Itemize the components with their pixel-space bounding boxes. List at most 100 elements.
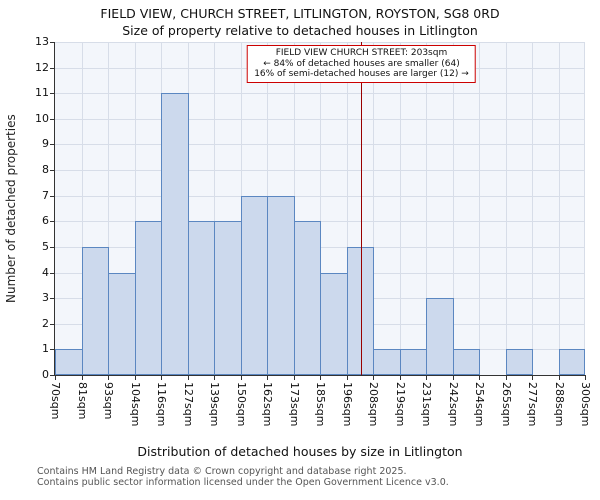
v-gridline: [559, 42, 560, 375]
y-tick-mark: [50, 144, 55, 145]
x-tick-mark: [559, 376, 560, 380]
v-gridline: [347, 42, 348, 375]
y-tick-label: 13: [35, 35, 49, 48]
y-tick-mark: [50, 247, 55, 248]
y-tick-label: 11: [35, 86, 49, 99]
y-tick-mark: [50, 93, 55, 94]
v-gridline: [479, 42, 480, 375]
y-tick-label: 1: [42, 342, 49, 355]
x-tick-mark: [585, 376, 586, 380]
x-tick-mark: [426, 376, 427, 380]
v-gridline: [584, 42, 585, 375]
v-gridline: [532, 42, 533, 375]
x-tick-label: 127sqm: [182, 382, 195, 427]
bar: [108, 273, 136, 375]
x-tick-label: 196sqm: [341, 382, 354, 427]
y-tick-label: 7: [42, 189, 49, 202]
x-tick-label: 242sqm: [447, 382, 460, 427]
y-tick-mark: [50, 324, 55, 325]
x-tick-mark: [294, 376, 295, 380]
chart-title-block: FIELD VIEW, CHURCH STREET, LITLINGTON, R…: [0, 5, 600, 39]
annotation-box: FIELD VIEW CHURCH STREET: 203sqm ← 84% o…: [247, 45, 476, 83]
bar: [82, 247, 109, 375]
x-tick-label: 277sqm: [526, 382, 539, 427]
footer-attribution-2: Contains public sector information licen…: [37, 477, 449, 488]
v-gridline: [426, 42, 427, 375]
x-tick-mark: [320, 376, 321, 380]
x-tick-label: 231sqm: [420, 382, 433, 427]
y-tick-label: 8: [42, 163, 49, 176]
y-tick-label: 2: [42, 317, 49, 330]
annotation-larger-stat: 16% of semi-detached houses are larger (…: [254, 69, 469, 79]
footer: Contains HM Land Registry data © Crown c…: [37, 466, 449, 488]
y-tick-label: 0: [42, 368, 49, 381]
v-gridline: [400, 42, 401, 375]
x-tick-mark: [479, 376, 480, 380]
bar: [506, 349, 533, 375]
y-tick-mark: [50, 375, 55, 376]
bar: [426, 298, 454, 375]
bar: [241, 196, 268, 375]
y-axis-title: Number of detached properties: [4, 114, 18, 303]
x-tick-label: 219sqm: [394, 382, 407, 427]
x-tick-label: 116sqm: [155, 382, 168, 427]
v-gridline: [108, 42, 109, 375]
bar: [188, 221, 215, 375]
x-tick-mark: [135, 376, 136, 380]
x-tick-label: 139sqm: [208, 382, 221, 427]
y-tick-mark: [50, 273, 55, 274]
v-gridline: [453, 42, 454, 375]
y-tick-mark: [50, 196, 55, 197]
bar: [559, 349, 585, 375]
x-tick-mark: [506, 376, 507, 380]
bar: [267, 196, 295, 375]
x-tick-mark: [82, 376, 83, 380]
x-tick-mark: [532, 376, 533, 380]
x-tick-label: 173sqm: [288, 382, 301, 427]
x-tick-mark: [161, 376, 162, 380]
bar: [294, 221, 321, 375]
y-tick-label: 3: [42, 291, 49, 304]
annotation-smaller-stat: ← 84% of detached houses are smaller (64…: [263, 58, 460, 69]
y-tick-mark: [50, 42, 55, 43]
x-tick-label: 150sqm: [235, 382, 248, 427]
bar: [373, 349, 401, 375]
footer-attribution-1: Contains HM Land Registry data © Crown c…: [37, 466, 407, 477]
x-axis-title: Distribution of detached houses by size …: [137, 444, 463, 459]
chart-title: FIELD VIEW, CHURCH STREET, LITLINGTON, R…: [100, 6, 500, 21]
v-gridline: [506, 42, 507, 375]
x-tick-mark: [400, 376, 401, 380]
y-tick-mark: [50, 119, 55, 120]
bar: [55, 349, 83, 375]
x-tick-mark: [373, 376, 374, 380]
y-tick-label: 12: [35, 61, 49, 74]
x-tick-label: 70sqm: [49, 382, 62, 420]
bar: [453, 349, 480, 375]
y-tick-label: 9: [42, 137, 49, 150]
plot-area: [55, 42, 585, 375]
bar: [161, 93, 189, 375]
v-gridline: [214, 42, 215, 375]
property-marker-line: [361, 42, 362, 375]
x-tick-label: 300sqm: [579, 382, 592, 427]
x-tick-label: 185sqm: [314, 382, 327, 427]
bar: [400, 349, 427, 375]
bar: [214, 221, 242, 375]
y-tick-mark: [50, 221, 55, 222]
x-tick-mark: [347, 376, 348, 380]
x-axis-spine: [54, 375, 586, 376]
annotation-title: FIELD VIEW CHURCH STREET: 203sqm: [275, 48, 448, 58]
x-tick-mark: [188, 376, 189, 380]
y-tick-label: 6: [42, 214, 49, 227]
v-gridline: [135, 42, 136, 375]
y-tick-label: 10: [35, 112, 49, 125]
x-tick-mark: [267, 376, 268, 380]
v-gridline: [82, 42, 83, 375]
bar: [347, 247, 374, 375]
x-tick-label: 254sqm: [473, 382, 486, 427]
y-tick-mark: [50, 349, 55, 350]
y-tick-label: 5: [42, 240, 49, 253]
bar: [135, 221, 162, 375]
x-tick-label: 162sqm: [261, 382, 274, 427]
